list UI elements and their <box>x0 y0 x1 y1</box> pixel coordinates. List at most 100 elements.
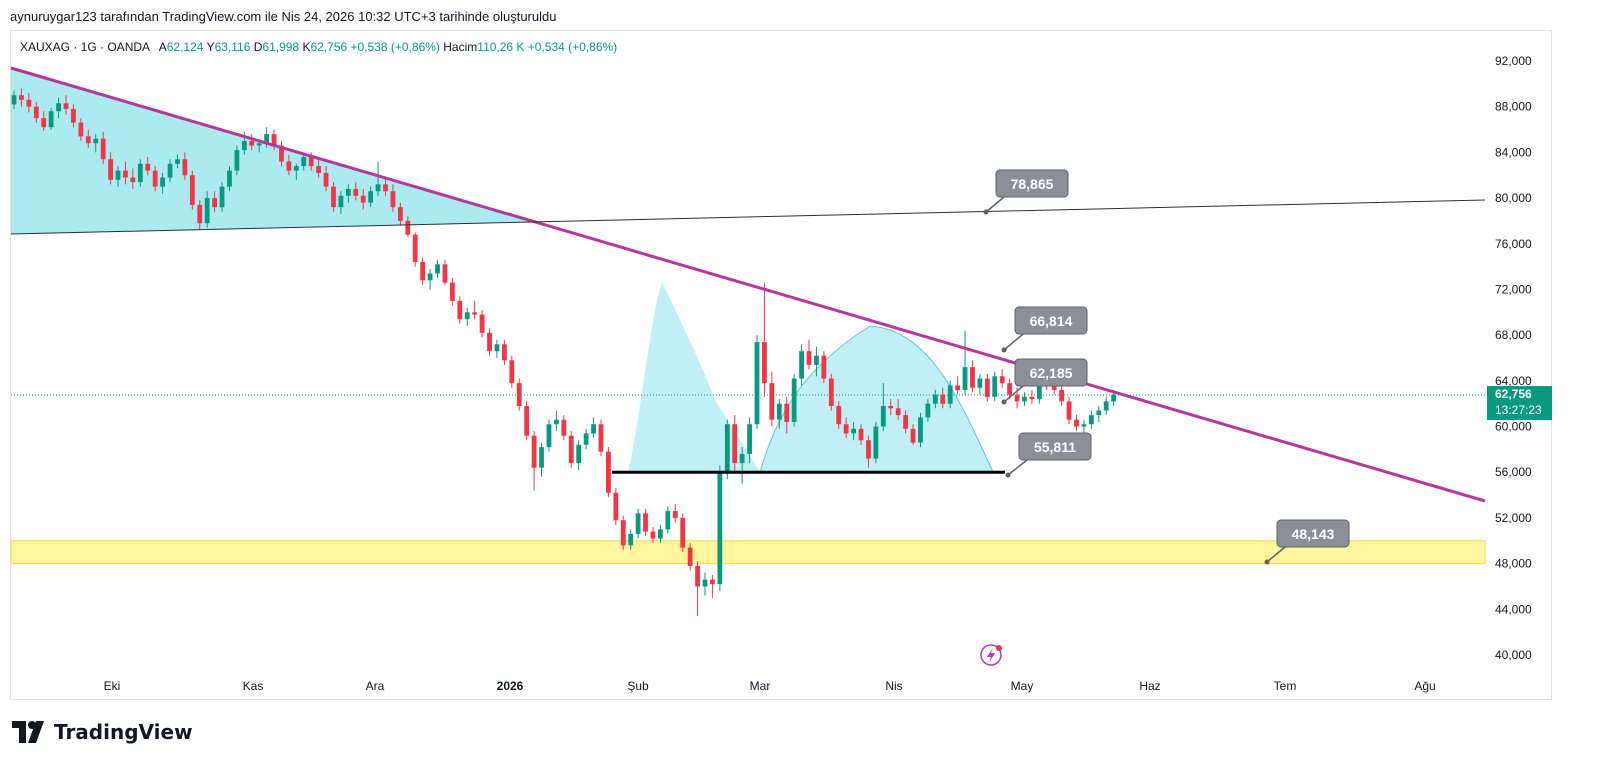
candle-body <box>160 177 165 187</box>
candle <box>984 373 990 402</box>
candle-body <box>643 513 648 532</box>
candle <box>189 170 195 210</box>
candle <box>858 424 864 445</box>
candle-body <box>78 122 84 137</box>
candle-body <box>814 355 819 365</box>
candle-body <box>338 195 344 208</box>
support-zone[interactable] <box>10 540 1486 565</box>
candle <box>1074 415 1079 432</box>
candle <box>1059 385 1065 406</box>
callout-value: 48,143 <box>1292 526 1335 542</box>
candle <box>234 145 240 176</box>
head-pattern-fill[interactable] <box>628 282 760 472</box>
candle <box>643 508 648 537</box>
candle-body <box>769 383 775 420</box>
candle <box>1096 405 1102 422</box>
candle <box>48 107 54 130</box>
candle <box>821 351 827 384</box>
candle-body <box>249 140 255 146</box>
candle-body <box>866 440 871 459</box>
candle-body <box>464 312 470 320</box>
candle <box>680 513 686 553</box>
candle-body <box>739 453 745 464</box>
candle-body <box>323 172 329 187</box>
candle <box>1088 410 1094 429</box>
triangle-pattern-fill[interactable] <box>11 68 535 234</box>
callout-value: 55,811 <box>1034 439 1076 455</box>
candle-body <box>345 188 351 196</box>
candle <box>100 131 106 164</box>
chart-attribution: aynuruygar123 tarafından TradingView.com… <box>10 9 557 24</box>
candle <box>710 575 715 598</box>
candle-body <box>175 159 180 164</box>
candle <box>524 401 530 441</box>
candle-body <box>620 520 626 546</box>
candle <box>553 410 559 432</box>
callout-box <box>995 169 1069 198</box>
candle-body <box>583 433 589 445</box>
x-axis-tick-label: 2026 <box>497 679 524 693</box>
candle <box>866 435 871 468</box>
candle <box>397 202 403 226</box>
candle <box>561 415 567 441</box>
current-price-tag[interactable]: 62,756 13:27:23 <box>1487 386 1552 421</box>
candle <box>11 90 17 109</box>
candle <box>539 442 544 477</box>
candle <box>828 373 834 411</box>
candle-body <box>487 332 492 352</box>
candle <box>405 216 411 237</box>
price-callout[interactable]: 48,143 <box>1264 519 1350 565</box>
candle-body <box>227 170 232 187</box>
candle <box>160 172 165 194</box>
candle <box>123 161 128 185</box>
candle-body <box>1059 389 1065 402</box>
candle-body <box>271 134 277 146</box>
candle <box>375 161 381 196</box>
candle-body <box>687 547 693 566</box>
x-axis-tick-label: Şub <box>627 679 649 693</box>
candle-body <box>219 186 225 208</box>
tradingview-logo[interactable]: TradingView <box>12 720 193 744</box>
x-axis-tick-label: Tem <box>1274 679 1297 693</box>
candle-body <box>182 159 188 176</box>
candle-body <box>264 134 270 144</box>
legend-low-label: D <box>253 40 263 54</box>
alert-lightning-icon[interactable] <box>980 644 1002 666</box>
candle-body <box>925 403 931 418</box>
price-callout[interactable]: 78,865 <box>983 169 1069 215</box>
candle-body <box>539 447 544 468</box>
x-axis-tick-label: Eki <box>104 679 121 693</box>
price-callout[interactable]: 55,811 <box>1005 432 1092 478</box>
candle-body <box>717 472 723 585</box>
candle-body <box>672 511 678 518</box>
candle-body <box>368 191 374 203</box>
candle <box>791 373 797 427</box>
candle <box>383 177 388 196</box>
candle <box>628 529 634 550</box>
candle <box>41 111 47 131</box>
candle <box>338 191 344 215</box>
legend-close-label: K <box>302 40 311 54</box>
callout-box <box>1276 519 1350 548</box>
legend-symbol[interactable]: XAUXAG · 1G · OANDA <box>20 40 150 54</box>
price-callout[interactable]: 66,814 <box>1001 306 1088 353</box>
candle-body <box>940 394 946 404</box>
candle <box>368 186 374 208</box>
candle-body <box>108 159 113 180</box>
candle <box>331 182 336 212</box>
candle <box>702 572 708 596</box>
candle-body <box>397 207 403 221</box>
candle <box>903 410 908 434</box>
price-callout[interactable]: 62,185 <box>1001 358 1088 405</box>
candle-body <box>873 426 879 459</box>
candle-body <box>992 376 998 397</box>
x-axis-tick-label: May <box>1011 679 1034 693</box>
descending-trendline[interactable] <box>10 66 1486 503</box>
callout-value: 62,185 <box>1030 365 1073 381</box>
candle-body <box>888 405 894 409</box>
upper-resistance-line[interactable] <box>10 199 1486 235</box>
candle <box>799 344 804 386</box>
candle <box>33 102 39 123</box>
callout-anchor <box>1001 399 1007 405</box>
